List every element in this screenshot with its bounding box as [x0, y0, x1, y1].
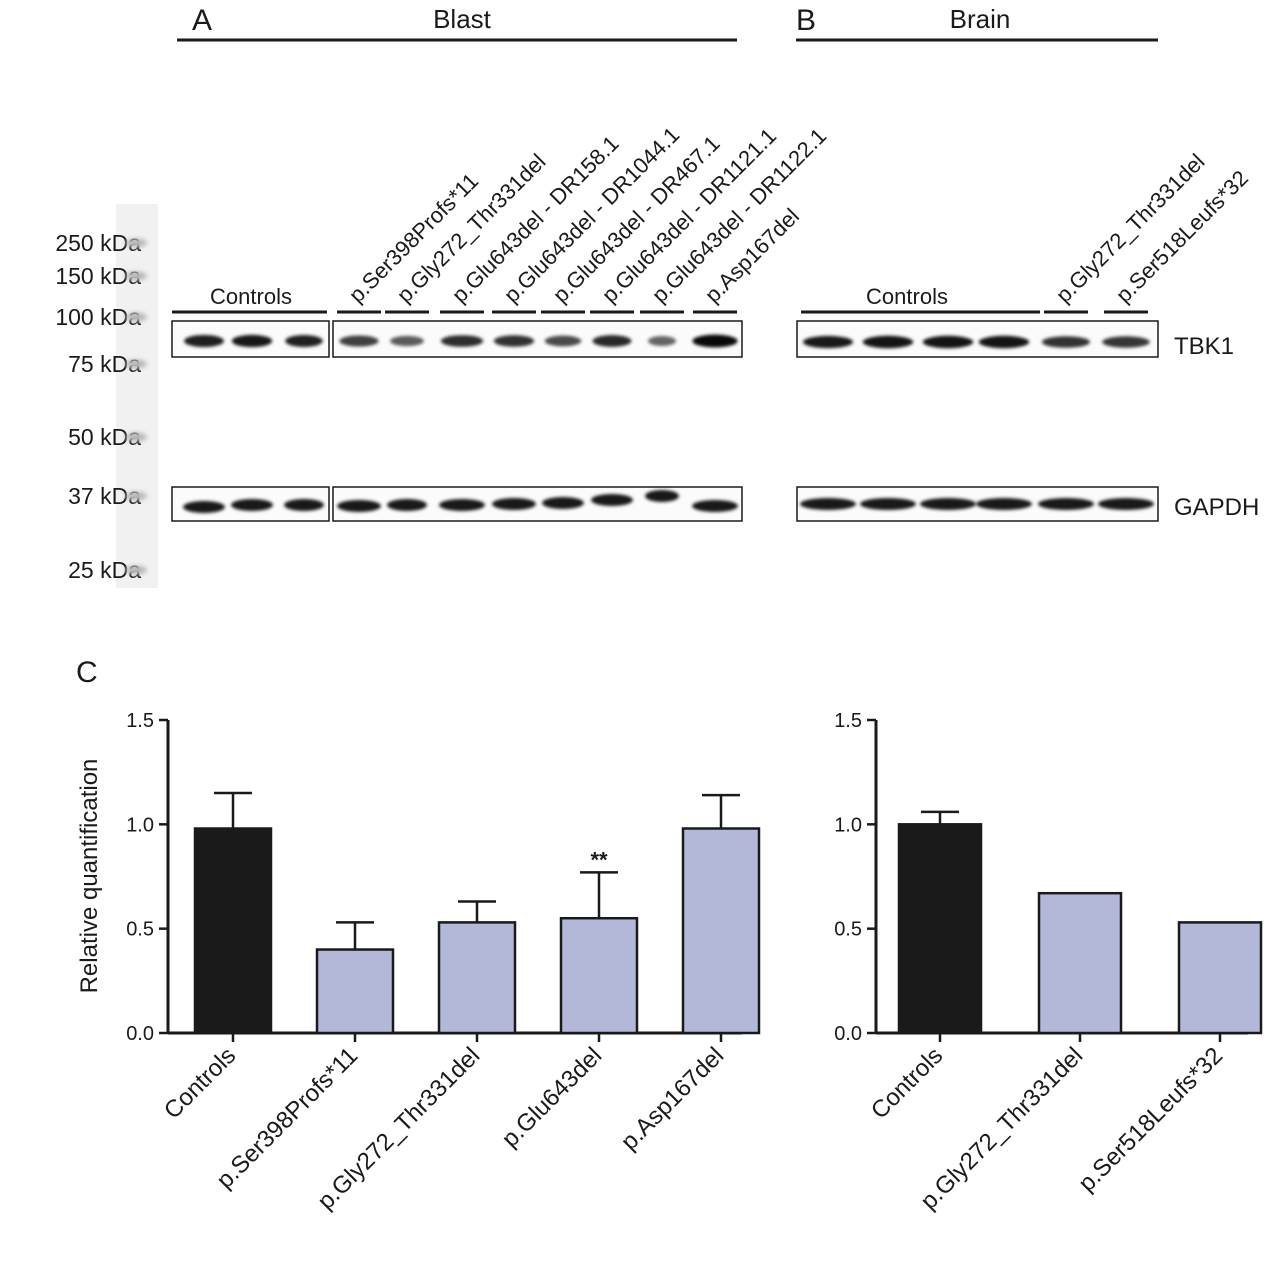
blast-gapdh-band: [284, 499, 324, 511]
brain-gapdh-band: [976, 498, 1032, 510]
panel-a-letter: A: [192, 4, 212, 37]
y-tick-label: 1.0: [834, 814, 862, 836]
brain-controls-label: Controls: [866, 284, 948, 309]
blast-tbk1-band: [592, 335, 632, 347]
y-tick-label: 0.0: [834, 1023, 862, 1045]
x-tick-label: Controls: [159, 1042, 241, 1124]
chart-right: 0.00.51.01.5Controlsp.Gly272_Thr331delp.…: [834, 710, 1263, 1215]
blast-gapdh-band: [645, 490, 679, 502]
brain-gapdh-band: [860, 498, 916, 510]
blast-tbk1-band: [231, 334, 273, 348]
blast-gapdh-band: [387, 499, 427, 511]
brain-gapdh-band: [1098, 498, 1154, 510]
brain-tbk1-band: [922, 335, 974, 349]
blast-tbk1-band: [285, 335, 323, 347]
brain-gapdh-band: [800, 498, 856, 510]
y-tick-label: 0.5: [834, 919, 862, 941]
bar: [559, 916, 639, 1035]
chart-left-ylabel: Relative quantification: [76, 759, 103, 994]
blast-controls-label: Controls: [210, 284, 292, 309]
panel-b-title: Brain: [950, 4, 1011, 34]
x-tick-label: Controls: [866, 1042, 948, 1124]
y-tick-label: 0.0: [126, 1023, 154, 1045]
bar: [315, 948, 395, 1035]
blast-tbk1-band: [440, 335, 484, 347]
brain-blots: Controls: [796, 284, 1159, 522]
brain-tbk1-band: [978, 335, 1030, 349]
blast-gapdh-band: [439, 499, 485, 511]
brain-tbk1-frame: [796, 320, 1159, 358]
blast-gapdh-band: [542, 497, 584, 509]
ladder-band: [125, 565, 147, 575]
blast-gapdh-band: [231, 499, 273, 511]
panel-b-letter: B: [796, 4, 816, 37]
chart-left: 0.00.51.01.5Controlsp.Ser398Profs*11p.Gl…: [126, 710, 761, 1215]
y-tick-label: 1.5: [834, 710, 862, 732]
blast-gapdh-band: [492, 498, 536, 510]
blast-blots: Controls: [171, 284, 743, 522]
ladder-band: [125, 491, 147, 501]
significance-label: **: [590, 847, 608, 872]
lane-layer: p.Ser398Profs*11p.Gly272_Thr331delp.Glu6…: [183, 122, 1253, 513]
ladder-band: [125, 312, 147, 322]
brain-tbk1-band: [1041, 336, 1091, 348]
bar: [1037, 891, 1123, 1035]
blast-tbk1-band: [692, 334, 738, 348]
y-tick-label: 1.5: [126, 710, 154, 732]
x-tick-label: p.Glu643del: [497, 1042, 608, 1153]
bar: [437, 921, 517, 1035]
blast-tbk1-band: [184, 334, 224, 348]
bar: [897, 823, 983, 1035]
blast-gapdh-band: [692, 500, 738, 512]
tbk1-label: TBK1: [1174, 333, 1234, 360]
blast-tbk1-band: [339, 335, 379, 347]
panel-a-title: Blast: [433, 4, 492, 34]
blast-gapdh-band: [591, 494, 633, 506]
brain-gapdh-band: [1038, 498, 1094, 510]
panel-c-letter: C: [76, 656, 98, 689]
bar: [193, 827, 273, 1035]
ladder-band: [125, 359, 147, 369]
ladder-lane: [116, 204, 158, 588]
brain-tbk1-band: [802, 335, 854, 349]
bar: [681, 827, 761, 1035]
blast-gapdh-band: [183, 501, 225, 513]
ladder-band: [125, 238, 147, 248]
brain-gapdh-band: [920, 498, 976, 510]
brain-tbk1-band: [1102, 336, 1150, 348]
brain-tbk1-band: [862, 335, 914, 349]
blast-tbk1-band: [390, 335, 424, 347]
x-tick-label: p.Ser518Leufs*32: [1073, 1042, 1228, 1197]
blast-tbk1-band: [647, 336, 677, 346]
ladder-band: [125, 271, 147, 281]
y-tick-label: 1.0: [126, 814, 154, 836]
x-tick-label: p.Asp167del: [616, 1042, 729, 1155]
blast-tbk1-band: [493, 335, 535, 347]
ladder-band: [125, 432, 147, 442]
blast-gapdh-band: [337, 500, 381, 512]
blast-tbk1-band: [544, 335, 582, 347]
bar: [1177, 921, 1263, 1035]
y-tick-label: 0.5: [126, 919, 154, 941]
gapdh-label: GAPDH: [1174, 494, 1259, 521]
